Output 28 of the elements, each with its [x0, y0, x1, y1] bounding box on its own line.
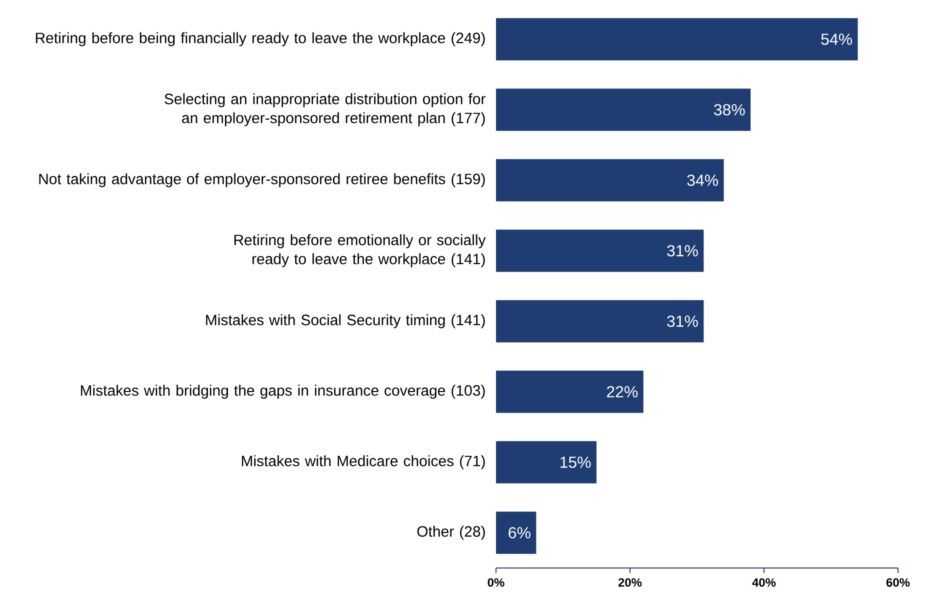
y-tick-label: Other (28): [417, 526, 485, 540]
y-tick-label: Mistakes with bridging the gaps in insurance coverage (103): [80, 384, 485, 399]
data-label: 15%: [560, 456, 591, 468]
y-tick-label: Selecting an inappropriate distribution option for an employer-sponsored retirement plan (177): [164, 93, 486, 126]
y-tick-label: Retiring before emotionally or socially ready to leave the workplace (141): [234, 234, 486, 268]
x-tick-label: 0%: [488, 578, 504, 587]
bar: [496, 370, 644, 413]
y-tick-label: Mistakes with Social Security timing (141): [206, 314, 485, 328]
bar: [496, 441, 596, 484]
bar: [496, 300, 704, 342]
bar: [496, 159, 724, 202]
x-tick-label: 20%: [618, 578, 642, 587]
data-label: 38%: [714, 104, 745, 116]
y-tick-label: Retiring before being financially ready to leave the workplace (249): [36, 32, 485, 46]
bar: [496, 88, 751, 131]
data-label: 31%: [667, 245, 698, 256]
data-label: 31%: [667, 316, 698, 327]
y-tick-label: Not taking advantage of employer-sponsored retiree benefits (159): [39, 173, 485, 188]
data-label: 6%: [508, 527, 530, 538]
x-tick-label: 40%: [752, 578, 776, 587]
bar: [496, 512, 536, 554]
y-tick-label: Mistakes with Medicare choices (71): [242, 455, 485, 470]
data-label: 22%: [606, 386, 638, 398]
bar: [496, 230, 704, 272]
data-label: 34%: [687, 174, 718, 186]
data-label: 54%: [821, 34, 852, 45]
bar: [496, 18, 858, 60]
x-tick-label: 60%: [886, 578, 910, 587]
